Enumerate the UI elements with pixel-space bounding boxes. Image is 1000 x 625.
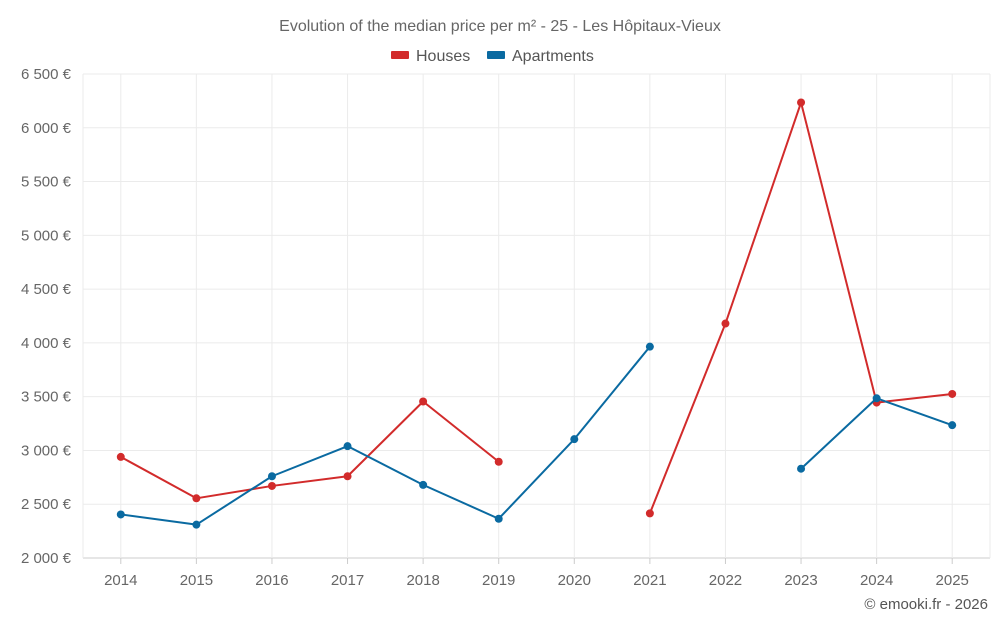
y-axis-ticks: 2 000 € 2 500 € 3 000 € 3 500 € 4 000 € 4 500…: [21, 66, 72, 567]
x-tick-label: 2025: [936, 572, 969, 589]
x-axis-ticks: 2014 2015 2016 2017 2018 2019 2020 2021 2022 2023…: [104, 572, 969, 589]
x-tick-label: 2024: [860, 572, 893, 589]
legend-swatch-apartments: [487, 51, 505, 59]
data-point-apartments-2025[interactable]: [948, 421, 957, 430]
series-houses: [116, 98, 957, 518]
grid: [82, 73, 991, 564]
data-point-houses-2016[interactable]: [267, 481, 276, 490]
data-point-houses-2021[interactable]: [645, 509, 654, 518]
data-point-apartments-2020[interactable]: [570, 435, 579, 444]
data-point-houses-2017[interactable]: [343, 472, 352, 481]
x-tick-label: 2015: [180, 572, 213, 589]
y-tick-label: 2 500 €: [21, 496, 72, 513]
data-point-apartments-2017[interactable]: [343, 442, 352, 451]
data-point-houses-2018[interactable]: [419, 397, 428, 406]
y-tick-label: 2 000 €: [21, 550, 72, 567]
y-tick-label: 5 500 €: [21, 174, 72, 191]
data-point-apartments-2023[interactable]: [797, 464, 806, 473]
legend-label-houses: Houses: [416, 48, 470, 65]
x-tick-label: 2016: [255, 572, 288, 589]
x-tick-label: 2022: [709, 572, 742, 589]
data-point-apartments-2015[interactable]: [192, 520, 201, 529]
legend-item-houses[interactable]: Houses: [391, 48, 470, 65]
data-point-apartments-2019[interactable]: [494, 514, 503, 523]
y-tick-label: 4 000 €: [21, 335, 72, 352]
data-point-houses-2014[interactable]: [116, 452, 125, 461]
data-point-apartments-2016[interactable]: [267, 472, 276, 481]
x-tick-label: 2020: [558, 572, 591, 589]
y-tick-label: 3 000 €: [21, 442, 72, 459]
x-tick-label: 2021: [633, 572, 666, 589]
data-point-houses-2023[interactable]: [797, 98, 806, 107]
chart-title: Evolution of the median price per m² - 2…: [279, 18, 721, 35]
y-tick-label: 4 500 €: [21, 281, 72, 298]
legend-label-apartments: Apartments: [512, 48, 594, 65]
data-point-houses-2025[interactable]: [948, 389, 957, 398]
series-line-houses: [120, 400, 500, 500]
legend-swatch-houses: [391, 51, 409, 59]
data-point-houses-2015[interactable]: [192, 494, 201, 503]
y-tick-label: 6 000 €: [21, 120, 72, 137]
data-point-apartments-2018[interactable]: [419, 480, 428, 489]
series: [116, 98, 957, 529]
x-tick-label: 2017: [331, 572, 364, 589]
x-tick-label: 2018: [406, 572, 439, 589]
y-tick-label: 5 000 €: [21, 227, 72, 244]
data-point-houses-2022[interactable]: [721, 319, 730, 328]
data-point-houses-2019[interactable]: [494, 457, 503, 466]
series-line-apartments: [120, 346, 651, 526]
x-tick-label: 2023: [784, 572, 817, 589]
legend: Houses Apartments: [391, 48, 594, 65]
credit-text: © emooki.fr - 2026: [864, 596, 988, 613]
data-point-apartments-2024[interactable]: [872, 394, 881, 403]
data-point-apartments-2014[interactable]: [116, 510, 125, 519]
y-tick-label: 3 500 €: [21, 389, 72, 406]
series-apartments: [116, 342, 957, 529]
x-tick-label: 2014: [104, 572, 137, 589]
y-tick-label: 6 500 €: [21, 66, 72, 83]
legend-item-apartments[interactable]: Apartments: [487, 48, 594, 65]
x-tick-label: 2019: [482, 572, 515, 589]
data-point-apartments-2021[interactable]: [645, 342, 654, 351]
